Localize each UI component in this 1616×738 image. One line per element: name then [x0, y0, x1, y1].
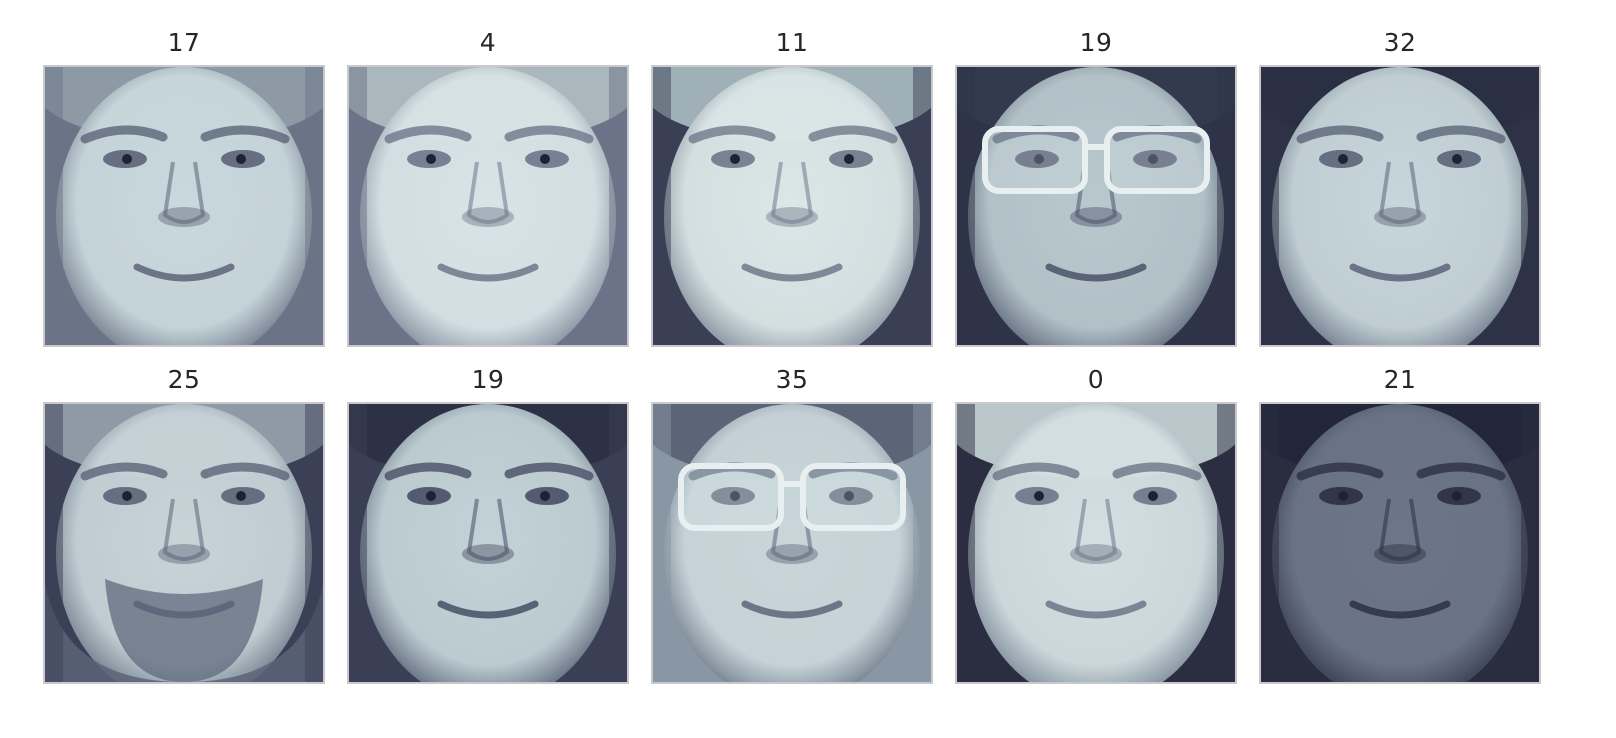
face-portrait [653, 67, 931, 345]
face-cell: 21 [1259, 363, 1541, 684]
face-image [347, 65, 629, 347]
face-label: 25 [167, 365, 201, 394]
face-image [651, 65, 933, 347]
face-image [1259, 65, 1541, 347]
face-cell: 17 [43, 26, 325, 347]
face-cell: 0 [955, 363, 1237, 684]
face-cell: 35 [651, 363, 933, 684]
face-label: 21 [1383, 365, 1417, 394]
face-image [1259, 402, 1541, 684]
face-image [43, 402, 325, 684]
face-portrait [349, 404, 627, 682]
face-cell: 32 [1259, 26, 1541, 347]
face-image [955, 65, 1237, 347]
face-portrait [1261, 404, 1539, 682]
face-label: 0 [1087, 365, 1105, 394]
face-label: 19 [471, 365, 505, 394]
face-portrait [957, 404, 1235, 682]
face-image [347, 402, 629, 684]
face-portrait [349, 67, 627, 345]
face-portrait [957, 67, 1235, 345]
face-cell: 19 [955, 26, 1237, 347]
face-label: 17 [167, 28, 201, 57]
face-label: 35 [775, 365, 809, 394]
face-cell: 4 [347, 26, 629, 347]
face-image [43, 65, 325, 347]
face-portrait [1261, 67, 1539, 345]
face-image [955, 402, 1237, 684]
face-cell: 11 [651, 26, 933, 347]
face-cell: 25 [43, 363, 325, 684]
face-label: 32 [1383, 28, 1417, 57]
face-portrait [45, 67, 323, 345]
face-label: 11 [775, 28, 809, 57]
face-label: 19 [1079, 28, 1113, 57]
face-portrait [45, 404, 323, 682]
face-image [651, 402, 933, 684]
face-label: 4 [479, 28, 497, 57]
face-portrait [653, 404, 931, 682]
face-cell: 19 [347, 363, 629, 684]
